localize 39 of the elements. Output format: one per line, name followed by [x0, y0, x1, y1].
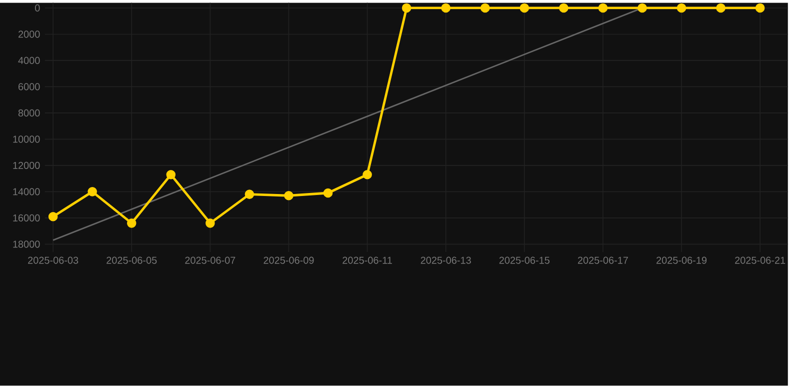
point [755, 3, 765, 13]
x-tick-label: 2025-06-07 [185, 256, 236, 264]
y-tick-label: 2000 [18, 30, 40, 38]
x-tick-label: 2025-06-05 [106, 256, 157, 264]
y-tick-label: 0 [35, 4, 40, 12]
y-tick-label: 8000 [18, 110, 40, 117]
point [676, 3, 686, 13]
x-tick-label: 2025-06-13 [420, 256, 471, 264]
y-tick-label: 12000 [13, 162, 40, 170]
x-tick-label: 2025-06-19 [656, 256, 707, 264]
y-tick-label: 18000 [13, 240, 40, 248]
point [598, 3, 608, 13]
point [244, 190, 254, 200]
x-tick-label: 2025-06-09 [264, 256, 314, 264]
point [441, 3, 450, 13]
point [284, 191, 294, 200]
x-tick-label: 2025-06-15 [499, 256, 550, 264]
x-tick-label: 2025-06-17 [578, 256, 628, 264]
y-tick-label: 6000 [18, 83, 40, 90]
point [716, 3, 726, 13]
point [520, 3, 530, 13]
y-tick-label: 10000 [13, 136, 40, 143]
x-tick-label: 2025-06-11 [342, 256, 392, 264]
point [402, 3, 412, 13]
point [638, 3, 647, 13]
point [48, 212, 58, 222]
y-tick-label: 14000 [13, 188, 40, 196]
point [480, 3, 490, 13]
point [559, 3, 568, 13]
point [323, 188, 333, 198]
point [88, 187, 97, 196]
y-tick-label: 16000 [13, 214, 40, 222]
point [166, 170, 176, 180]
y-tick-label: 4000 [18, 57, 40, 64]
x-tick-label: 2025-06-03 [28, 256, 78, 264]
x-tick-label: 2025-06-21 [735, 256, 786, 264]
point [362, 170, 372, 180]
point [206, 218, 215, 228]
point [126, 218, 136, 228]
